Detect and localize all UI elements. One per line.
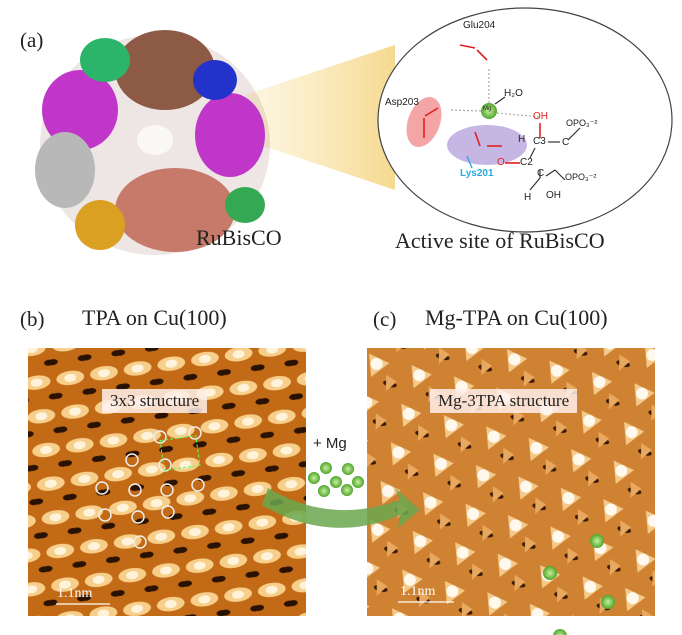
- phosphate-label-2: OPO₃⁻²: [565, 172, 597, 182]
- mg-tpa-overlay: [543, 534, 615, 635]
- panel-b-box-label: 3x3 structure: [102, 389, 208, 413]
- lys-highlight: [447, 125, 527, 165]
- residue-asp: Asp203: [385, 97, 419, 108]
- h-label-2: H: [524, 192, 532, 203]
- residue-glu: Glu204: [463, 20, 496, 31]
- panel-b-title: TPA on Cu(100): [82, 305, 227, 330]
- oh-label: OH: [533, 111, 548, 122]
- panel-b-label: (b): [20, 307, 45, 331]
- active-site-caption: Active site of RuBisCO: [395, 228, 605, 253]
- panel-b-scale-label: 1.1nm: [57, 586, 93, 601]
- water-label: H₂O: [504, 88, 523, 99]
- zoom-cone: [245, 45, 395, 190]
- residue-lys: Lys201: [460, 168, 494, 179]
- oh-label-2: OH: [546, 190, 561, 201]
- mg-label: Mg: [483, 106, 492, 112]
- c2-label: C2: [520, 157, 533, 168]
- o-label: O: [497, 157, 505, 168]
- add-mg-label: + Mg: [313, 435, 347, 452]
- mg-ion: [481, 103, 497, 119]
- panel-c-box-label: Mg-3TPA structure: [430, 389, 578, 413]
- active-site-circle: [377, 7, 673, 233]
- rubisco-protein-image: [35, 30, 270, 255]
- c-label: C: [562, 137, 570, 148]
- c-label-2: C: [537, 168, 545, 179]
- protein-name: RuBisCO: [196, 225, 282, 250]
- panel-c-scale-label: 1.1nm: [400, 584, 436, 599]
- unit-cell-marker: [159, 435, 201, 471]
- panel-c-title: Mg-TPA on Cu(100): [425, 305, 608, 330]
- c3-label: C3: [533, 136, 546, 147]
- phosphate-label-1: OPO₃⁻²: [566, 118, 598, 128]
- mg-atoms-icon: [308, 462, 364, 497]
- tpa-molecule-overlay: [95, 426, 205, 549]
- reaction-arrow: [262, 488, 420, 528]
- panel-c-label: (c): [373, 307, 397, 331]
- panel-a-label: (a): [20, 28, 44, 52]
- h-label: H: [518, 134, 526, 145]
